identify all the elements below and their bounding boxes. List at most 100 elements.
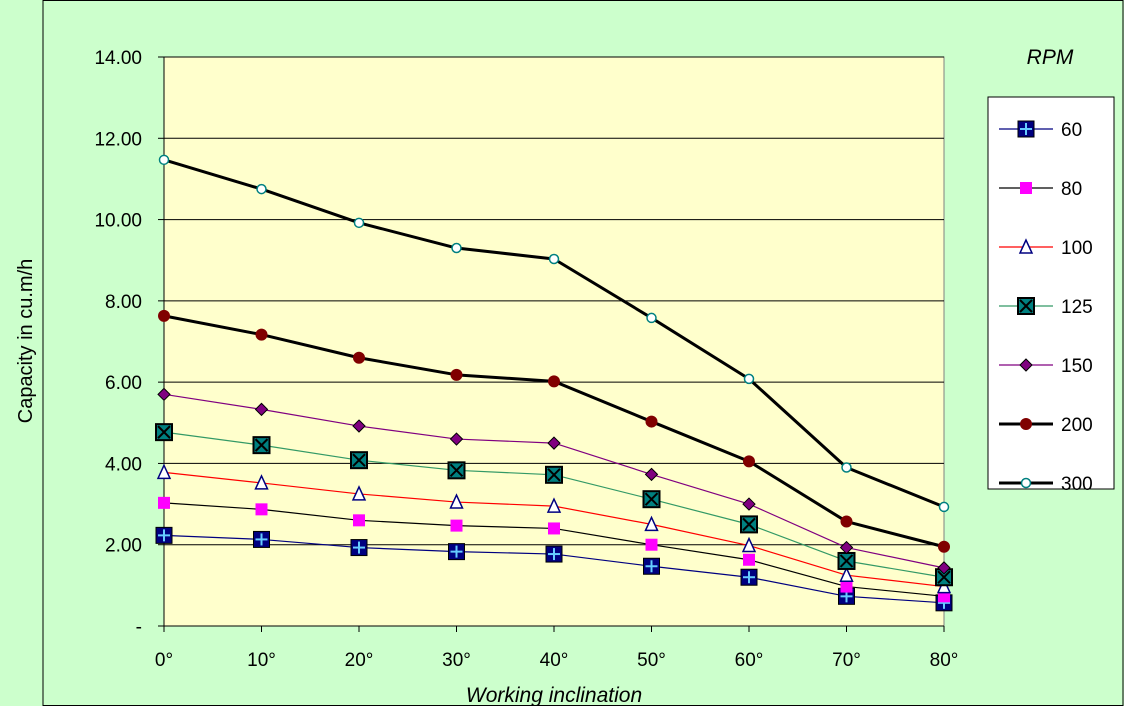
y-tick-label: 14.00 — [94, 48, 142, 69]
data-point — [157, 387, 171, 402]
legend-marker — [1020, 418, 1032, 430]
data-point — [254, 474, 269, 490]
legend-label: 80 — [1061, 179, 1082, 200]
data-point — [740, 515, 758, 534]
x-axis-ticks: 0° 10° 20° 30° 40° 50° 60° 70° 80° — [155, 626, 958, 671]
series-60 — [155, 526, 953, 612]
data-point — [741, 536, 757, 553]
data-point — [840, 515, 853, 528]
data-point — [255, 328, 268, 341]
data-point — [353, 514, 365, 527]
y-tick-label: 6.00 — [105, 373, 142, 394]
data-point — [546, 497, 562, 513]
series-80 — [158, 496, 950, 603]
data-point — [158, 154, 170, 166]
data-point — [254, 402, 269, 417]
y-tick-label: 4.00 — [105, 454, 142, 475]
data-point — [155, 423, 173, 442]
data-point — [938, 501, 950, 513]
data-point — [841, 462, 852, 473]
data-point — [351, 485, 367, 501]
data-point — [447, 461, 466, 480]
legend-item: 60 — [999, 120, 1082, 141]
series-100 — [156, 463, 952, 594]
y-tick-label: 12.00 — [94, 129, 142, 150]
data-point — [350, 539, 368, 557]
data-point — [937, 561, 951, 575]
data-point — [158, 496, 170, 509]
data-point — [646, 312, 657, 324]
legend-item: 200 — [999, 415, 1093, 436]
data-point — [155, 526, 173, 544]
legend-marker — [1020, 182, 1032, 194]
data-point — [252, 436, 271, 455]
data-point — [352, 419, 366, 433]
y-tick-label: 10.00 — [94, 211, 142, 232]
x-tick-label: 80° — [930, 650, 959, 671]
series-200 — [158, 309, 950, 553]
legend-marker — [1017, 297, 1035, 315]
legend-marker — [1017, 120, 1035, 138]
data-point — [743, 373, 755, 385]
data-point — [449, 493, 464, 509]
x-tick-label: 50° — [637, 650, 666, 671]
legend-marker — [1020, 477, 1032, 489]
data-point — [548, 522, 560, 535]
data-point — [548, 375, 560, 388]
data-point — [938, 540, 950, 553]
data-point — [353, 217, 365, 229]
legend-marker — [1019, 358, 1033, 372]
series-300 — [158, 154, 950, 513]
legend-title: RPM — [1027, 46, 1074, 69]
data-point — [256, 183, 267, 195]
data-point — [545, 465, 563, 484]
data-point — [450, 368, 463, 381]
data-point — [449, 432, 464, 446]
data-point — [740, 568, 758, 586]
legend-label: 200 — [1061, 415, 1093, 436]
legend-box — [987, 96, 1115, 490]
legend-label: 100 — [1061, 238, 1093, 259]
data-point — [743, 455, 755, 468]
x-tick-label: 70° — [832, 650, 861, 671]
data-point — [645, 538, 658, 551]
data-point — [547, 436, 561, 450]
data-point — [450, 519, 463, 532]
x-tick-label: 40° — [540, 650, 569, 671]
legend-item: 150 — [999, 356, 1093, 377]
legend-item: 100 — [999, 238, 1093, 259]
legend-item: 80 — [999, 179, 1082, 200]
data-point — [353, 351, 365, 364]
data-point — [837, 551, 856, 570]
data-point — [644, 467, 659, 482]
data-point — [253, 530, 270, 548]
series-group — [155, 154, 953, 612]
legend-label: 60 — [1061, 120, 1082, 141]
x-tick-label: 10° — [247, 650, 276, 671]
data-point — [545, 545, 563, 563]
data-point — [448, 543, 465, 561]
legend-item: 300 — [999, 474, 1093, 495]
data-point — [548, 253, 560, 265]
legend-marker — [1018, 238, 1034, 254]
data-point — [644, 515, 659, 532]
legend-label: 125 — [1061, 297, 1093, 318]
x-tick-label: 20° — [345, 650, 374, 671]
legend-label: 300 — [1061, 474, 1093, 495]
data-point — [742, 497, 756, 511]
data-point — [156, 463, 172, 480]
data-point — [840, 580, 853, 593]
data-point — [643, 557, 660, 575]
y-tick-label: 8.00 — [105, 292, 142, 313]
x-tick-label: 0° — [155, 650, 173, 671]
series-125 — [155, 423, 953, 587]
data-point — [839, 540, 854, 555]
data-point — [158, 309, 170, 322]
data-point — [255, 503, 268, 516]
y-axis-label: Capacity in cu.m/h — [15, 259, 37, 424]
legend-item: 125 — [999, 297, 1093, 318]
data-point — [839, 566, 854, 582]
legend: 60 80 100 125 150 200 300 — [987, 96, 1115, 495]
